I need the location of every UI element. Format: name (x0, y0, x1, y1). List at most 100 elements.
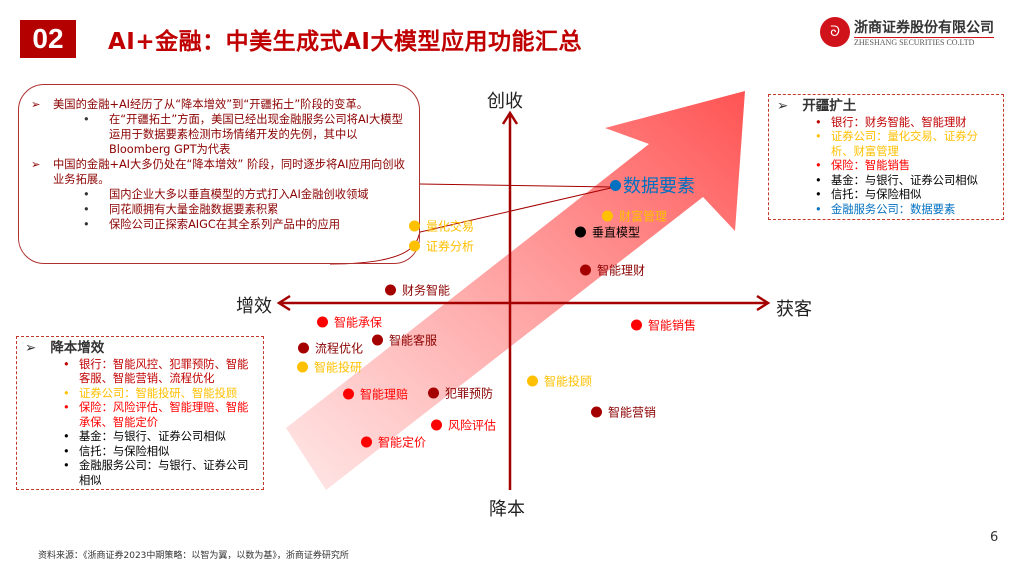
point-label: 财富管理 (619, 209, 668, 224)
bullet-icon: • (63, 430, 70, 443)
chart-point: 智能客服 (372, 332, 437, 349)
box-item: • 银行：智能风控、犯罪预防、智能客服、智能营销、流程优化 (63, 357, 249, 386)
point-label: 智能投研 (314, 360, 363, 375)
point-label: 智能投顾 (544, 374, 593, 389)
point-dot (602, 210, 613, 222)
box-item: • 基金：与银行、证券公司相似 (63, 430, 226, 443)
chart-point: 财务智能 (385, 282, 450, 299)
bullet-icon: • (815, 115, 822, 129)
point-label: 智能定价 (378, 435, 427, 450)
chart-point: 智能营销 (591, 404, 656, 421)
point-label: 智能营销 (608, 405, 657, 420)
point-label: 犯罪预防 (445, 386, 494, 401)
source-note: 资料来源：《浙商证券2023中期策略：以智为翼，以数为基》，浙商证券研究所 (38, 551, 349, 561)
note-subitem: • 同花顺拥有大量金融数据要素积累 (83, 203, 279, 216)
page-number: 6 (990, 530, 999, 545)
note-subitem: • 国内企业大多以垂直模型的方式打入AI金融创收领域 (83, 188, 369, 201)
bullet-icon: • (83, 188, 90, 201)
point-label: 垂直模型 (592, 225, 641, 240)
chart-point: 财富管理 (602, 208, 667, 225)
page-title: AI+金融：中美生成式AI大模型应用功能汇总 (108, 29, 582, 55)
box-item: • 证券公司：量化交易、证券分析、财富管理 (815, 130, 978, 158)
chart-point: 智能销售 (631, 317, 696, 334)
point-dot (298, 342, 309, 354)
box-item: • 保险：智能销售 (815, 159, 911, 172)
point-dot (580, 264, 591, 276)
bullet-icon: • (63, 401, 70, 414)
box-item: • 保险：风险评估、智能理赔、智能承保、智能定价 (63, 401, 249, 429)
logo-en: ZHESHANG SECURITIES CO.LTD (854, 38, 975, 47)
point-label: 智能客服 (389, 333, 438, 348)
bullet-icon: • (83, 218, 90, 231)
note-subitem: • 在“开疆拓土”方面，美国已经出现金融服务公司将AI大模型运用于数据要素检测市场… (83, 113, 403, 156)
callout-line (419, 183, 613, 188)
chart-point: 数据要素 (610, 172, 695, 198)
point-label: 智能销售 (648, 318, 697, 333)
box-item: • 金融服务公司：数据要素 (815, 202, 956, 216)
point-label: 智能理赔 (360, 387, 409, 402)
point-dot (610, 179, 621, 191)
chart-point: 智能理财 (580, 262, 645, 279)
point-label: 证券分析 (426, 239, 475, 254)
point-label: 智能承保 (334, 315, 383, 330)
point-label: 财务智能 (402, 283, 451, 298)
chart-point: 流程优化 (298, 340, 363, 357)
arrowhead-up (501, 110, 519, 125)
point-label: 智能理财 (597, 263, 646, 278)
box-item: • 银行：财务智能、智能理财 (815, 115, 967, 129)
company-logo: ᘐ 浙商证券股份有限公司 ZHESHANG SECURITIES CO.LTD (820, 17, 994, 47)
point-dot (297, 361, 308, 373)
bullet-icon: • (815, 130, 822, 143)
summary-callout: ➢ 美国的金融+AI经历了从“降本增效”到“开疆拓土”阶段的变革。 • 在“开疆拓土… (18, 84, 420, 264)
cost-reduction-box: ➢ 降本增效 • 银行：智能风控、犯罪预防、智能客服、智能营销、流程优化 • 证券公司：智… (16, 336, 264, 490)
note-subitem: • 保险公司正探索AIGC在其全系列产品中的应用 (83, 218, 341, 231)
arrowhead-right (756, 294, 771, 312)
point-dot (317, 316, 328, 328)
point-dot (361, 436, 372, 448)
point-dot (409, 240, 420, 252)
chart-point: 量化交易 (409, 218, 474, 235)
bullet-icon: • (63, 459, 70, 472)
point-dot (372, 334, 383, 346)
axis-label-right: 获客 (776, 299, 812, 320)
box-item: • 证券公司：智能投研、智能投顾 (63, 386, 238, 400)
expand-box: ➢ 开疆扩土 • 银行：财务智能、智能理财 • 证券公司：量化交易、证券分析、财富管理 • 保… (768, 94, 1004, 220)
box-item: • 基金：与银行、证券公司相似 (815, 173, 978, 187)
box-item: • 信托：与保险相似 (63, 444, 170, 458)
point-label: 流程优化 (315, 341, 364, 356)
arrow-bullet-icon: ➢ (25, 340, 37, 356)
bullet-icon: • (815, 173, 822, 187)
point-dot (409, 220, 420, 232)
axis-label-bottom: 降本 (489, 499, 525, 520)
point-label: 风险评估 (448, 418, 497, 433)
bullet-icon: • (815, 159, 822, 172)
point-dot (431, 419, 442, 431)
chart-point: 风险评估 (431, 417, 496, 434)
bullet-icon: • (63, 386, 70, 400)
chart-point: 智能投顾 (527, 373, 592, 390)
note-item: ➢ 美国的金融+AI经历了从“降本增效”到“开疆拓土”阶段的变革。 (31, 98, 369, 111)
axis-label-top: 创收 (487, 91, 523, 112)
chart-point: 智能投研 (297, 359, 362, 376)
point-dot (575, 226, 586, 238)
bullet-icon: • (63, 444, 70, 458)
chart-point: 犯罪预防 (428, 385, 493, 402)
section-number: 02 (20, 20, 76, 58)
box-item: • 信托：与保险相似 (815, 188, 922, 201)
bullet-icon: • (815, 202, 822, 216)
point-dot (385, 284, 396, 296)
box-heading: ➢ 开疆扩土 (777, 98, 857, 114)
axis-label-left: 增效 (236, 296, 272, 317)
bullet-icon: • (815, 188, 822, 201)
chart-point: 垂直模型 (575, 224, 640, 241)
logo-mark-icon: ᘐ (820, 17, 850, 47)
chart-point: 证券分析 (409, 238, 474, 255)
logo-cn: 浙商证券股份有限公司 (854, 17, 994, 38)
arrow-bullet-icon: ➢ (777, 98, 789, 114)
box-item: • 金融服务公司：与银行、证券公司相似 (63, 459, 249, 487)
point-dot (591, 406, 602, 418)
growth-arrow (286, 91, 745, 490)
point-dot (428, 387, 439, 399)
point-label: 数据要素 (623, 176, 695, 197)
bullet-icon: • (83, 113, 90, 126)
